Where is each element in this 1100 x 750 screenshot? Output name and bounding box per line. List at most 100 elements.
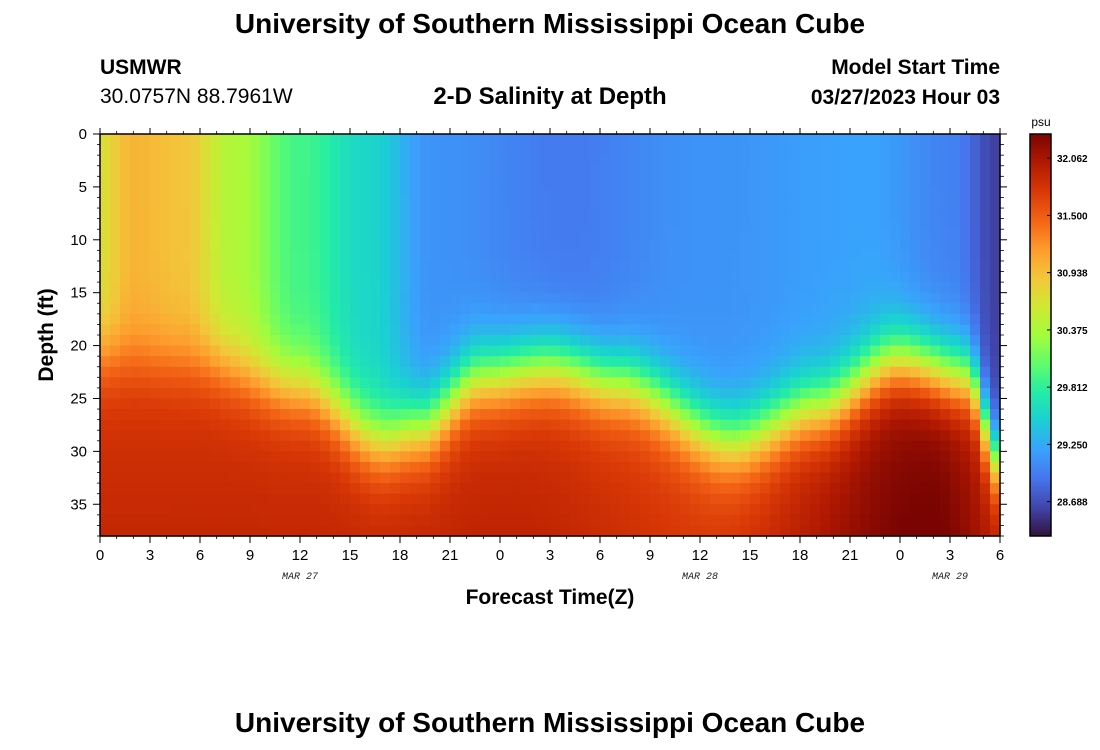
heatmap-cell [180, 313, 191, 326]
heatmap-cell [520, 504, 531, 516]
heatmap-cell [980, 282, 991, 294]
heatmap-cell [550, 451, 561, 463]
heatmap-cell [780, 356, 791, 368]
heatmap-cell [810, 525, 821, 537]
heatmap-cell [280, 218, 291, 230]
heatmap-cell [650, 430, 661, 442]
heatmap-cell [700, 208, 711, 220]
heatmap-cell [400, 409, 411, 421]
heatmap-cell [860, 440, 871, 452]
heatmap-cell [150, 155, 161, 167]
heatmap-cell [630, 186, 641, 199]
heatmap-cell [770, 208, 781, 220]
heatmap-cell [780, 165, 791, 177]
heatmap-cell [970, 483, 981, 495]
heatmap-cell [290, 472, 301, 484]
heatmap-cell [820, 218, 831, 230]
heatmap-cell [830, 303, 841, 315]
heatmap-cell [440, 165, 451, 177]
heatmap-cell [960, 493, 971, 505]
heatmap-cell [980, 493, 991, 505]
heatmap-cell [840, 451, 851, 463]
heatmap-cell [180, 419, 191, 431]
heatmap-cell [910, 313, 921, 326]
heatmap-cell [320, 335, 331, 347]
heatmap-cell [650, 144, 661, 156]
heatmap-cell [670, 377, 681, 389]
heatmap-cell [820, 356, 831, 368]
heatmap-cell [790, 472, 801, 484]
heatmap-cell [270, 504, 281, 516]
heatmap-cell [630, 229, 641, 241]
heatmap-cell [820, 271, 831, 283]
heatmap-cell [340, 155, 351, 167]
heatmap-cell [220, 430, 231, 442]
heatmap-cell [700, 377, 711, 389]
heatmap-cell [120, 134, 131, 146]
heatmap-cell [640, 430, 651, 442]
heatmap-cell [390, 419, 401, 431]
heatmap-cell [300, 218, 311, 230]
heatmap-cell [200, 525, 211, 537]
heatmap-cell [680, 313, 691, 326]
heatmap-cell [150, 514, 161, 527]
heatmap-cell [860, 366, 871, 378]
heatmap-cell [890, 430, 901, 442]
heatmap-cell [290, 303, 301, 315]
heatmap-cell [980, 504, 991, 516]
heatmap-cell [540, 186, 551, 199]
heatmap-cell [220, 472, 231, 484]
model-start-label: Model Start Time [831, 56, 1000, 79]
heatmap-cell [430, 271, 441, 283]
heatmap-cell [180, 260, 191, 273]
heatmap-cell [150, 250, 161, 262]
heatmap-cell [460, 440, 471, 452]
heatmap-cell [100, 176, 111, 188]
heatmap-cell [660, 356, 671, 368]
heatmap-cell [430, 176, 441, 188]
heatmap-cell [120, 239, 131, 251]
heatmap-cell [660, 250, 671, 262]
heatmap-cell [480, 282, 491, 294]
heatmap-cell [640, 303, 651, 315]
heatmap-cell [300, 377, 311, 389]
heatmap-cell [590, 525, 601, 537]
heatmap-cell [360, 303, 371, 315]
heatmap-cell [600, 197, 611, 209]
heatmap-cell [920, 250, 931, 262]
heatmap-cell [920, 313, 931, 326]
heatmap-cell [160, 514, 171, 527]
heatmap-cell [200, 155, 211, 167]
heatmap-cell [830, 186, 841, 199]
heatmap-cell [160, 324, 171, 336]
heatmap-cell [350, 377, 361, 389]
heatmap-cell [510, 451, 521, 463]
heatmap-cell [640, 377, 651, 389]
heatmap-cell [920, 525, 931, 537]
heatmap-cell [120, 303, 131, 315]
heatmap-cell [280, 440, 291, 452]
heatmap-cell [750, 313, 761, 326]
heatmap-cell [760, 250, 771, 262]
heatmap-cell [400, 197, 411, 209]
heatmap-cell [330, 303, 341, 315]
heatmap-cell [520, 461, 531, 474]
heatmap-cell [750, 155, 761, 167]
heatmap-cell [180, 430, 191, 442]
heatmap-cell [770, 377, 781, 389]
heatmap-cell [310, 398, 321, 410]
heatmap-cell [850, 324, 861, 336]
heatmap-cell [950, 260, 961, 273]
heatmap-cell [640, 208, 651, 220]
heatmap-cell [540, 419, 551, 431]
heatmap-cell [400, 250, 411, 262]
heatmap-cell [760, 430, 771, 442]
heatmap-cell [230, 483, 241, 495]
heatmap-cell [360, 451, 371, 463]
heatmap-cell [170, 398, 181, 410]
heatmap-cell [870, 419, 881, 431]
heatmap-cell [830, 345, 841, 357]
heatmap-cell [220, 260, 231, 273]
heatmap-cell [880, 165, 891, 177]
heatmap-cell [530, 282, 541, 294]
